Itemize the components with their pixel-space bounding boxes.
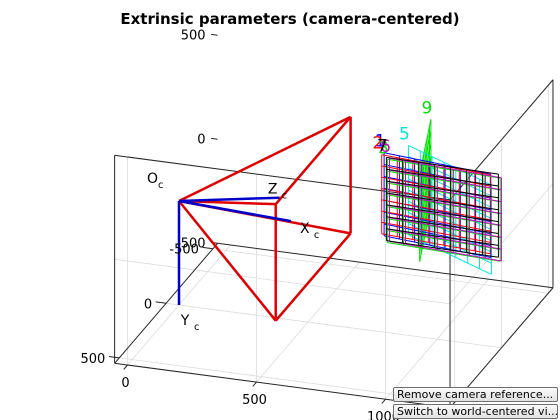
x-tick-mark bbox=[108, 355, 120, 359]
camera-axis-label-x: X bbox=[300, 221, 310, 237]
grid-line-3 bbox=[387, 182, 501, 203]
grid-line-3 bbox=[387, 206, 501, 227]
axes-box-edge bbox=[217, 242, 554, 289]
camera-origin-label: O bbox=[147, 171, 158, 187]
axes-box-edge bbox=[114, 154, 451, 201]
y-tick-mark bbox=[123, 364, 128, 370]
grid-label-5: 5 bbox=[399, 124, 410, 144]
grid-line bbox=[212, 248, 549, 294]
grid-line bbox=[166, 302, 502, 349]
frustum-edge bbox=[178, 200, 277, 322]
y-tick-label: 0 bbox=[121, 376, 129, 391]
grid-label-1: 1 bbox=[375, 132, 386, 152]
camera-axis-x bbox=[178, 199, 292, 223]
grid-label-2: 2 bbox=[372, 134, 383, 154]
y-tick-label: 1000 bbox=[367, 410, 400, 420]
camera-axis-label-y: Y bbox=[180, 313, 190, 329]
z-tick-mark bbox=[211, 33, 218, 36]
frustum-edge bbox=[274, 232, 352, 322]
grid-line-7 bbox=[386, 204, 499, 223]
x-tick-mark bbox=[155, 301, 167, 304]
grid-line-7 bbox=[386, 168, 499, 187]
grid-line-7 bbox=[386, 192, 499, 211]
grid-line-3 bbox=[387, 194, 501, 215]
y-tick-mark bbox=[381, 398, 386, 404]
grid-line-3 bbox=[387, 170, 501, 191]
axes-box-edge bbox=[449, 79, 554, 201]
grid-line bbox=[385, 278, 489, 400]
x-tick-label: 500 bbox=[80, 352, 105, 367]
remove-camera-reference-button[interactable]: Remove camera reference... bbox=[393, 387, 558, 402]
z-tick-label: -500 bbox=[176, 236, 206, 251]
grid-line-6 bbox=[389, 240, 502, 262]
grid-line-7 bbox=[386, 180, 499, 199]
x-tick-mark bbox=[202, 246, 213, 250]
camera-axis-label-subscript: c bbox=[194, 322, 200, 333]
camera-axis-z bbox=[178, 196, 280, 203]
grid-line-7 bbox=[386, 240, 499, 258]
grid-line-5 bbox=[408, 144, 492, 186]
chart-title: Extrinsic parameters (camera-centered) bbox=[120, 10, 459, 28]
frustum-edge bbox=[274, 116, 352, 205]
grid-line-3 bbox=[387, 158, 501, 179]
grid-label-7: 7 bbox=[377, 136, 388, 156]
grid-line-3 bbox=[387, 218, 501, 238]
grid-label-3: 3 bbox=[378, 138, 389, 158]
grid-line-7 bbox=[386, 156, 499, 175]
z-tick-label: 500 bbox=[181, 28, 206, 43]
switch-to-world-centered-view-button[interactable]: Switch to world-centered vi... bbox=[393, 404, 558, 419]
x-tick-label: 0 bbox=[144, 297, 152, 312]
data-layer bbox=[177, 115, 502, 322]
grid-line bbox=[256, 261, 360, 383]
x-tick-label: -500 bbox=[169, 243, 199, 258]
camera-axis-label-z: Z bbox=[268, 182, 278, 198]
grid-line-3 bbox=[387, 242, 501, 262]
grid-label-9: 9 bbox=[421, 98, 432, 118]
z-tick-mark bbox=[211, 137, 218, 140]
calibration-grid-7 bbox=[385, 156, 499, 258]
grid-line-7 bbox=[386, 228, 499, 246]
z-tick-label: 0 bbox=[197, 132, 205, 147]
camera-axis-label-subscript: c bbox=[282, 191, 288, 202]
grid-label-6: 6 bbox=[380, 137, 391, 157]
y-tick-label: 500 bbox=[242, 393, 267, 408]
camera-origin-subscript: c bbox=[158, 180, 164, 191]
camera-axis-label-subscript: c bbox=[314, 230, 320, 241]
grid-line bbox=[114, 258, 451, 305]
grid-line-7 bbox=[386, 216, 499, 234]
frustum-edge bbox=[178, 115, 352, 203]
camera-frustum bbox=[178, 115, 352, 322]
grid-line-3 bbox=[387, 230, 501, 250]
y-tick-mark bbox=[252, 381, 257, 387]
